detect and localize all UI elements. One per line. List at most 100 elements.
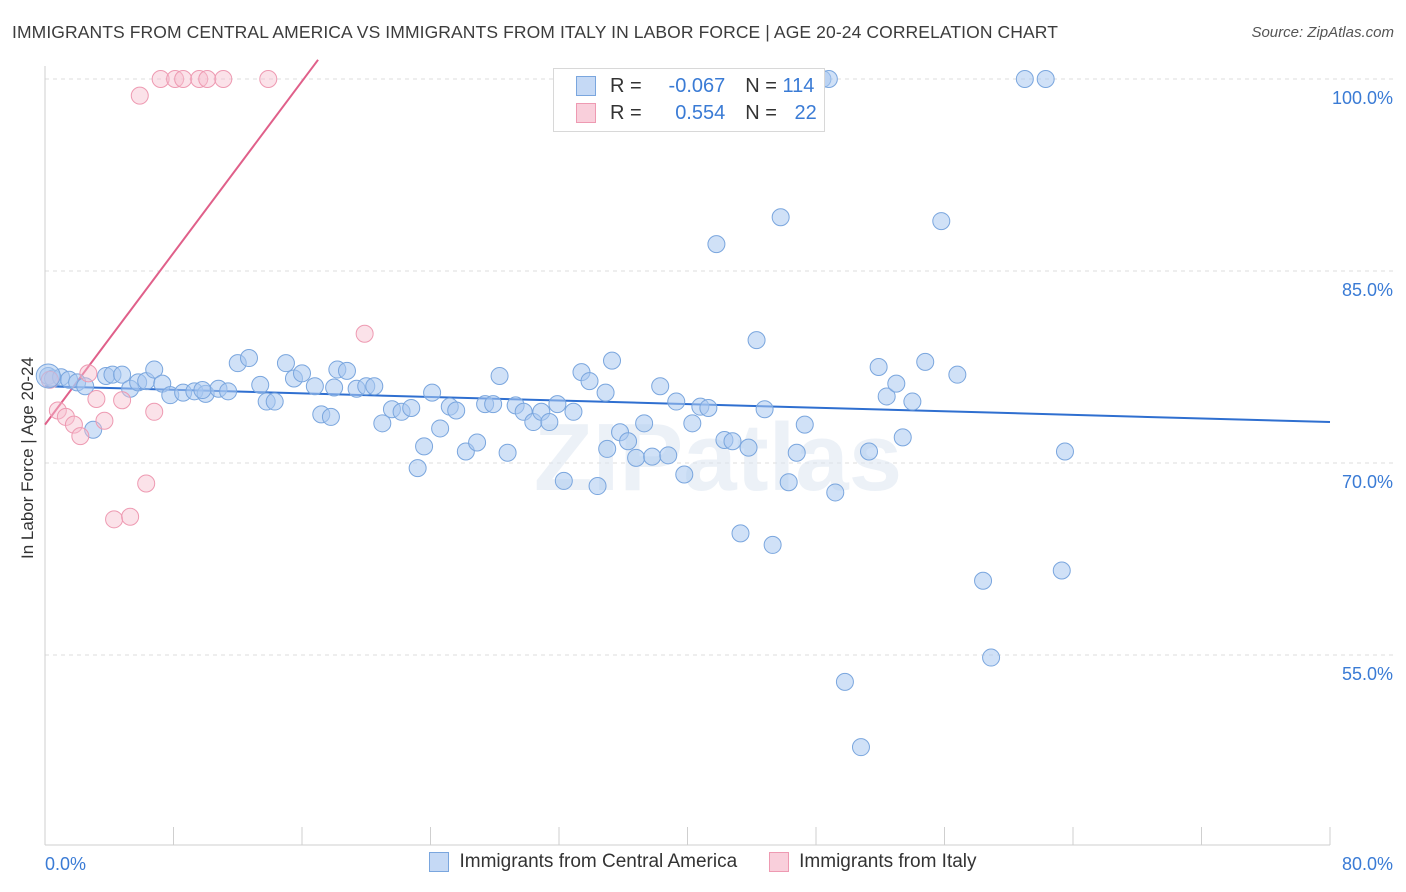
n-value: 114: [782, 74, 815, 97]
central-america-point: [903, 392, 922, 411]
central-america-point: [860, 442, 879, 461]
central-america-point: [447, 401, 466, 420]
central-america-point: [484, 395, 503, 414]
gridlines: [45, 78, 1394, 656]
central-america-point: [795, 415, 814, 434]
data-points: [35, 70, 1074, 757]
central-america-point: [779, 473, 798, 492]
central-america-point: [145, 360, 164, 379]
central-america-point: [747, 331, 766, 350]
central-america-point: [293, 364, 311, 383]
central-america-point: [548, 395, 567, 414]
central-america-point: [851, 738, 870, 757]
central-america-point: [564, 402, 583, 421]
italy-point: [145, 402, 164, 421]
y-tick-label: 100.0%: [1332, 88, 1393, 108]
central-america-point: [423, 383, 442, 402]
italy-point: [113, 391, 132, 410]
central-america-point: [755, 400, 774, 419]
italy-point: [137, 474, 156, 493]
central-america-point: [869, 358, 888, 376]
correlation-legend: R = -0.067 N = 114 R = 0.554 N = 22: [553, 68, 825, 132]
central-america-point: [659, 446, 678, 465]
central-america-point: [580, 372, 599, 391]
central-america-point: [667, 392, 686, 411]
central-america-point: [1036, 70, 1055, 88]
central-america-point: [707, 235, 726, 254]
r-label: R =: [610, 101, 642, 124]
central-america-point: [219, 382, 238, 401]
central-america-point: [431, 419, 450, 438]
central-america-point: [265, 392, 284, 411]
central-america-point: [1015, 70, 1034, 88]
n-label: N =: [745, 74, 777, 97]
italy-point: [355, 324, 374, 343]
central-america-point: [877, 387, 896, 406]
central-america-point: [498, 443, 517, 462]
x-tick-labels: 0.0% 80.0%: [45, 854, 1393, 874]
central-america-point: [675, 465, 694, 484]
central-america-point: [588, 477, 607, 496]
chart-title: IMMIGRANTS FROM CENTRAL AMERICA VS IMMIG…: [12, 22, 1058, 42]
r-value: -0.067: [668, 74, 726, 97]
central-america-point: [596, 383, 615, 402]
central-america-point: [251, 375, 270, 394]
central-america-point: [408, 459, 427, 478]
italy-point: [95, 411, 114, 430]
central-america-point: [321, 407, 340, 426]
central-america-point: [402, 398, 421, 417]
y-tick-label: 85.0%: [1342, 280, 1393, 300]
central-america-point: [468, 433, 487, 452]
watermark: ZIPatlas: [534, 404, 902, 511]
central-america-point: [893, 428, 912, 447]
italy-point: [121, 507, 140, 526]
x-tick-label: 0.0%: [45, 854, 86, 874]
central-america-point: [974, 571, 993, 590]
legend-swatch-pink: [576, 103, 596, 123]
r-value: 0.554: [675, 101, 726, 124]
y-tick-labels: 55.0% 70.0% 85.0% 100.0%: [1332, 88, 1393, 684]
central-america-point: [1052, 561, 1071, 580]
legend-label: Immigrants from Central America: [459, 851, 738, 872]
central-america-point: [325, 378, 344, 397]
italy-point: [105, 510, 124, 529]
italy-point: [71, 427, 90, 446]
source-credit: Source: ZipAtlas.com: [1251, 24, 1394, 41]
legend-item-central-america: Immigrants from Central America: [429, 851, 737, 873]
central-america-point: [699, 398, 718, 417]
central-america-point: [683, 414, 702, 433]
italy-point: [130, 86, 149, 105]
central-america-point: [305, 377, 324, 396]
x-tick-label: 80.0%: [1342, 854, 1393, 874]
central-america-point: [603, 351, 622, 370]
italy-point: [79, 364, 98, 383]
legend-item-italy: Immigrants from Italy: [769, 851, 977, 873]
central-america-point: [554, 471, 573, 490]
y-tick-label: 70.0%: [1342, 472, 1393, 492]
central-america-point: [193, 381, 212, 400]
central-america-point: [365, 377, 384, 396]
legend-swatch-pink: [769, 852, 790, 872]
y-tick-label: 55.0%: [1342, 664, 1393, 684]
central-america-point: [627, 448, 646, 467]
italy-trend-line: [44, 59, 319, 426]
central-america-point: [598, 439, 617, 458]
italy-point: [174, 70, 193, 88]
central-america-point: [948, 365, 967, 384]
central-america-point: [826, 483, 845, 502]
legend-swatch-blue: [429, 852, 450, 872]
n-value: 22: [794, 101, 817, 124]
legend-row-central-america: R = -0.067 N = 114: [576, 74, 814, 98]
italy-point: [259, 70, 278, 88]
central-america-point: [887, 374, 906, 393]
central-america-point: [787, 443, 806, 462]
central-america-point: [1055, 442, 1074, 461]
central-america-point: [635, 414, 654, 433]
central-america-point: [540, 413, 559, 432]
legend-label: Immigrants from Italy: [799, 851, 977, 872]
central-america-point: [415, 437, 434, 456]
central-america-point: [763, 535, 782, 554]
central-america-point: [731, 524, 750, 543]
italy-point: [87, 390, 106, 408]
central-america-point: [35, 363, 61, 389]
